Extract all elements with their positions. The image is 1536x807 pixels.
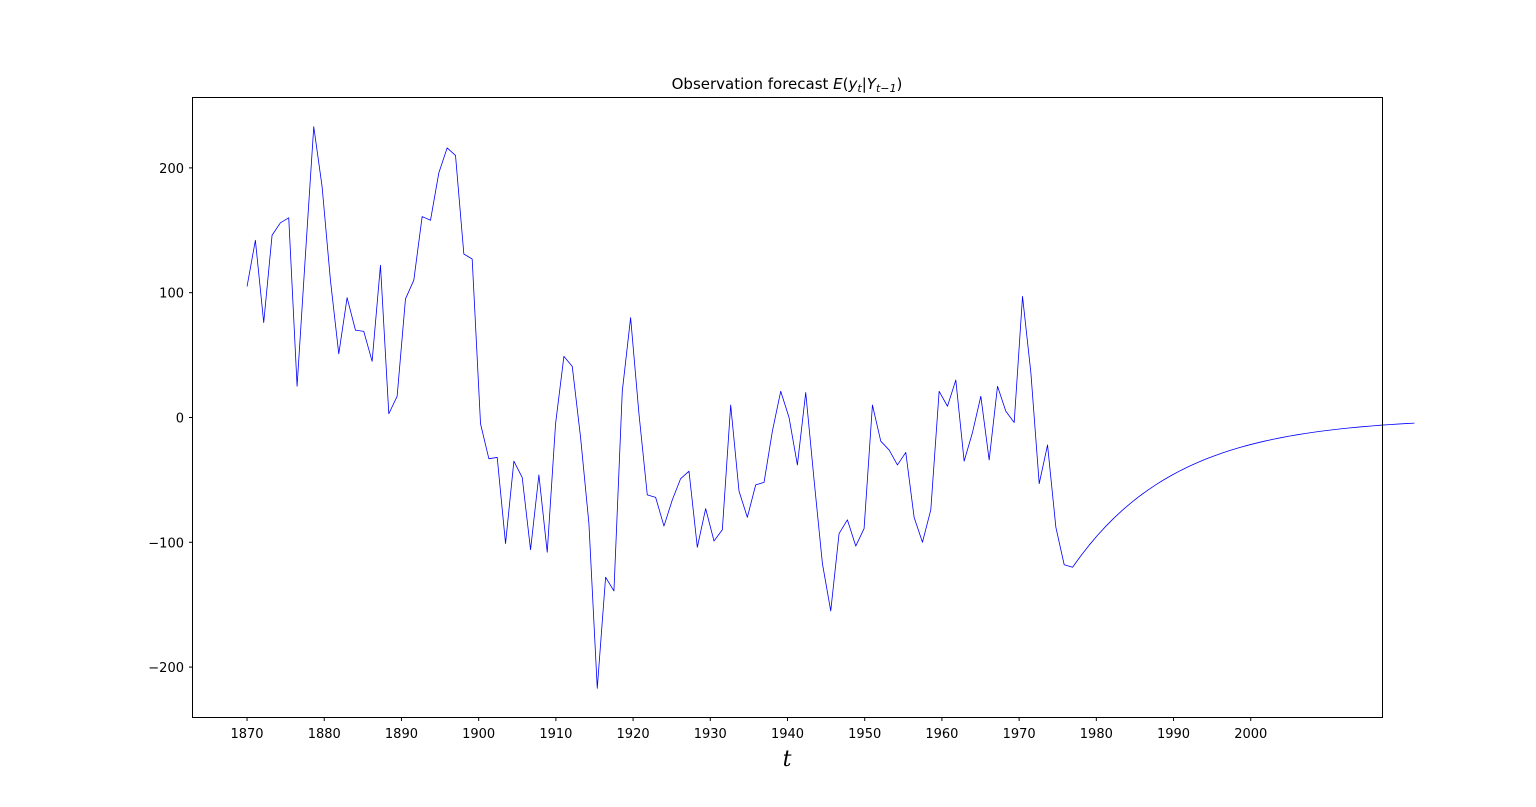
y-tick-label: −200 — [148, 661, 184, 676]
x-tick-label: 1980 — [1080, 727, 1113, 742]
x-tick-label: 1930 — [694, 727, 727, 742]
x-tick-label: 1880 — [308, 727, 341, 742]
y-tick-label: −100 — [148, 536, 184, 551]
x-tick-label: 1890 — [385, 727, 418, 742]
x-tick-label: 1920 — [617, 727, 650, 742]
x-tick-label: 1870 — [230, 727, 263, 742]
forecast-series-line — [246, 126, 1415, 689]
x-axis: 1870 1880 1890 1900 1910 1920 1930 1940 1950 1960… — [230, 717, 1267, 742]
x-tick-label: 1900 — [462, 727, 495, 742]
x-tick-label: 2000 — [1234, 727, 1267, 742]
x-tick-label: 1950 — [848, 727, 881, 742]
x-tick-label: 1960 — [925, 727, 958, 742]
y-tick-label: 0 — [176, 411, 184, 426]
x-tick-label: 1910 — [539, 727, 572, 742]
chart-title: Observation forecast E(yt|Yt−1) — [672, 75, 903, 95]
y-tick-label: 200 — [159, 162, 184, 177]
y-tick-label: 100 — [159, 287, 184, 302]
y-axis: −200 −100 0 100 200 — [148, 162, 193, 676]
x-tick-label: 1990 — [1157, 727, 1190, 742]
x-axis-label: t — [783, 747, 792, 772]
x-tick-label: 1970 — [1003, 727, 1036, 742]
series-layer — [246, 126, 1415, 689]
x-tick-label: 1940 — [771, 727, 804, 742]
